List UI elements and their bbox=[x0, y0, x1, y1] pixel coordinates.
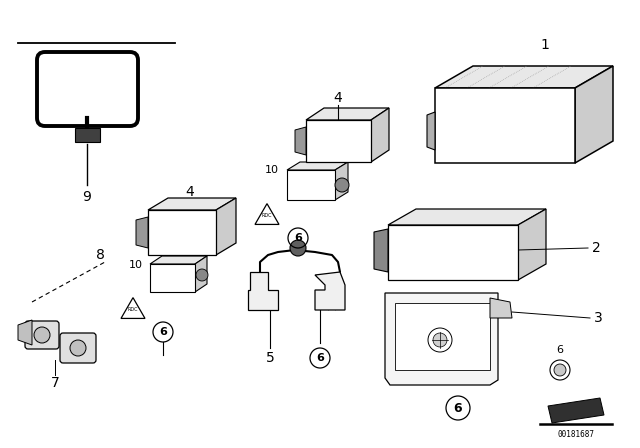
Polygon shape bbox=[148, 210, 216, 255]
Polygon shape bbox=[295, 127, 306, 155]
Text: 4: 4 bbox=[333, 91, 342, 105]
Text: 6: 6 bbox=[316, 353, 324, 363]
Polygon shape bbox=[315, 272, 345, 310]
Text: RDC: RDC bbox=[128, 306, 138, 311]
Circle shape bbox=[335, 178, 349, 192]
Polygon shape bbox=[148, 198, 236, 210]
Polygon shape bbox=[371, 108, 389, 162]
Polygon shape bbox=[195, 256, 207, 292]
Polygon shape bbox=[287, 170, 335, 200]
FancyBboxPatch shape bbox=[60, 333, 96, 363]
Text: 6: 6 bbox=[557, 345, 563, 355]
Polygon shape bbox=[335, 162, 348, 200]
Circle shape bbox=[196, 269, 208, 281]
FancyBboxPatch shape bbox=[25, 321, 59, 349]
Text: 10: 10 bbox=[129, 260, 143, 270]
Polygon shape bbox=[395, 303, 490, 370]
Polygon shape bbox=[427, 112, 435, 150]
Polygon shape bbox=[306, 120, 371, 162]
Circle shape bbox=[433, 333, 447, 347]
Text: 9: 9 bbox=[83, 190, 92, 204]
Polygon shape bbox=[287, 162, 348, 170]
Text: 10: 10 bbox=[265, 165, 279, 175]
Polygon shape bbox=[136, 217, 148, 248]
Text: 7: 7 bbox=[51, 376, 60, 390]
Polygon shape bbox=[150, 256, 207, 264]
Polygon shape bbox=[548, 398, 604, 423]
Polygon shape bbox=[306, 108, 389, 120]
Text: 6: 6 bbox=[159, 327, 167, 337]
Polygon shape bbox=[490, 298, 512, 318]
Circle shape bbox=[70, 340, 86, 356]
Polygon shape bbox=[150, 264, 195, 292]
Polygon shape bbox=[518, 209, 546, 280]
Polygon shape bbox=[374, 229, 388, 272]
Circle shape bbox=[34, 327, 50, 343]
Text: 3: 3 bbox=[594, 311, 602, 325]
Text: 8: 8 bbox=[95, 248, 104, 262]
Polygon shape bbox=[216, 198, 236, 255]
Text: 00181687: 00181687 bbox=[557, 430, 595, 439]
Text: RDC: RDC bbox=[262, 213, 272, 218]
Text: 6: 6 bbox=[294, 233, 302, 243]
Text: 1: 1 bbox=[541, 38, 549, 52]
Polygon shape bbox=[385, 293, 498, 385]
Circle shape bbox=[290, 240, 306, 256]
Circle shape bbox=[554, 364, 566, 376]
Polygon shape bbox=[248, 272, 278, 310]
Text: 4: 4 bbox=[186, 185, 195, 199]
Text: 5: 5 bbox=[266, 351, 275, 365]
Text: 2: 2 bbox=[591, 241, 600, 255]
Polygon shape bbox=[435, 88, 575, 163]
Polygon shape bbox=[388, 225, 518, 280]
Polygon shape bbox=[388, 209, 546, 225]
Polygon shape bbox=[75, 128, 100, 142]
Polygon shape bbox=[18, 320, 32, 345]
Text: 6: 6 bbox=[454, 401, 462, 414]
Polygon shape bbox=[575, 66, 613, 163]
Polygon shape bbox=[435, 66, 613, 88]
